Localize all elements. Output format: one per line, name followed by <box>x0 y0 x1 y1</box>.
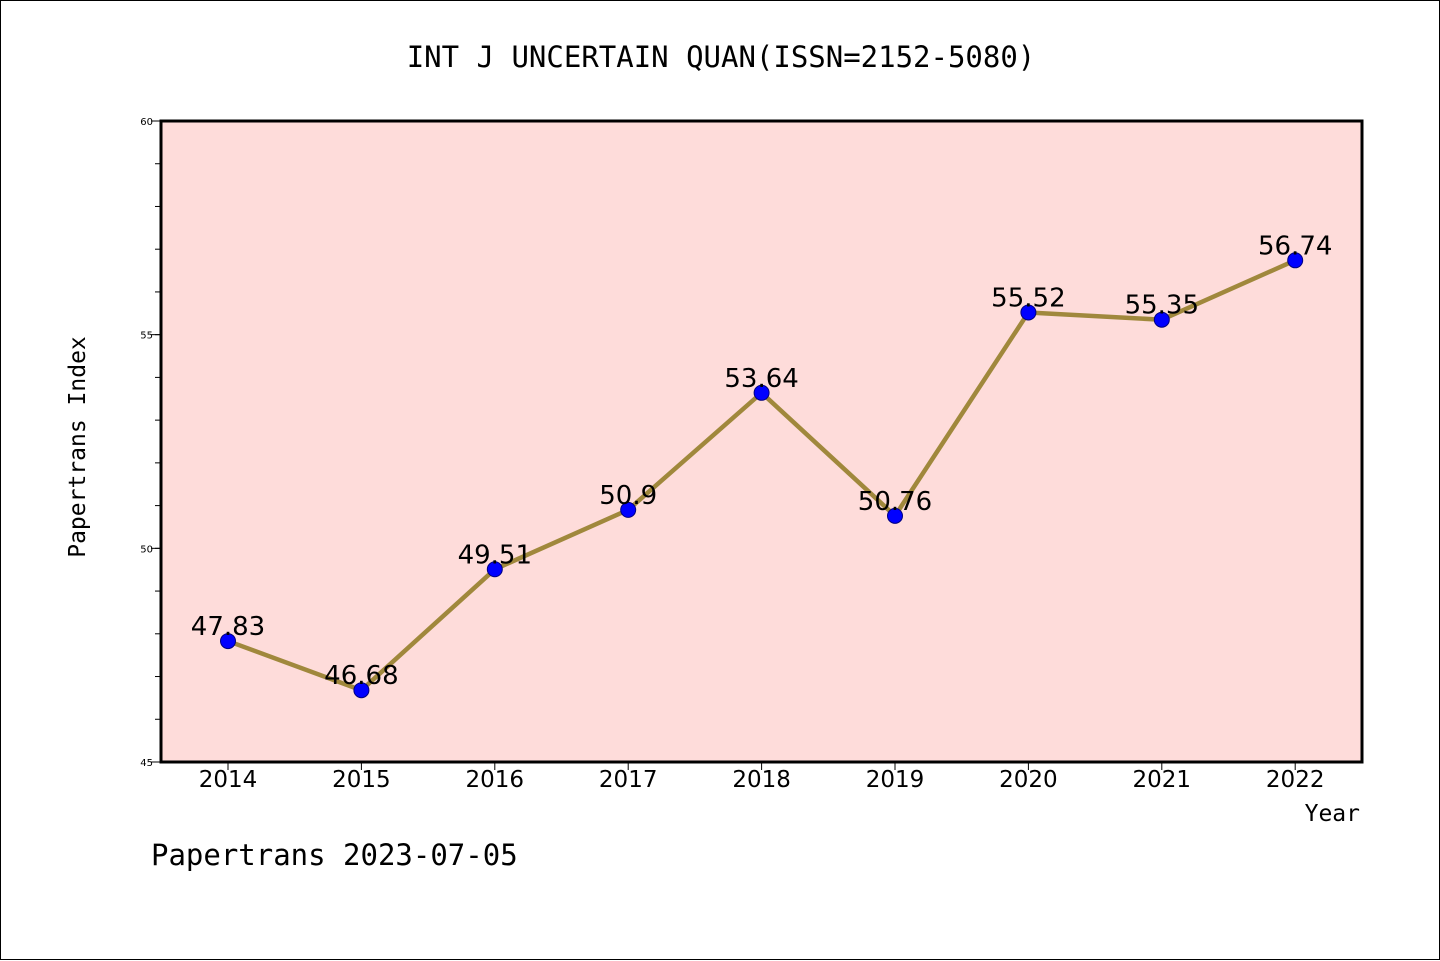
x-axis-ticks: 2014 2015 2016 2017 2018 2019 2020 2021 2022 <box>199 762 1325 793</box>
data-label: 50.9 <box>599 481 657 511</box>
y-tick-label: 60 <box>140 117 153 128</box>
data-label: 55.52 <box>991 283 1065 313</box>
x-axis-label: Year <box>1305 801 1360 827</box>
data-point <box>620 501 637 518</box>
data-point <box>1020 304 1037 321</box>
y-tick-label: 50 <box>140 544 153 555</box>
data-point <box>1287 252 1304 269</box>
data-point <box>220 633 236 650</box>
data-point <box>753 384 770 401</box>
footer-date-stamp: Papertrans 2023-07-05 <box>151 838 518 872</box>
plot-border <box>159 119 1364 764</box>
data-label: 47.83 <box>191 612 265 642</box>
x-tick-label: 2021 <box>1133 767 1192 793</box>
data-label: 49.51 <box>458 540 532 570</box>
data-label: 53.64 <box>724 364 798 394</box>
x-tick-label: 2014 <box>199 767 258 793</box>
chart-title: INT J UNCERTAIN QUAN(ISSN=2152-5080) <box>407 40 1036 74</box>
x-tick-label: 2020 <box>999 767 1058 793</box>
x-tick-label: 2018 <box>732 767 791 793</box>
y-tick-label: 55 <box>140 331 153 342</box>
plot-area <box>161 121 1362 762</box>
x-tick-label: 2015 <box>332 767 391 793</box>
y-axis-ticks: 45 50 55 60 <box>140 117 161 769</box>
data-label: 56.74 <box>1258 231 1332 261</box>
data-point <box>486 561 503 578</box>
x-tick-label: 2017 <box>599 767 658 793</box>
data-label: 50.76 <box>858 487 932 517</box>
data-point <box>887 507 903 524</box>
data-labels: 47.83 46.68 49.51 50.9 53.64 50.76 55.52 55.35 5… <box>191 231 1333 691</box>
data-label: 55.35 <box>1125 291 1199 321</box>
x-tick-label: 2019 <box>866 767 925 793</box>
y-tick-label: 45 <box>140 758 153 769</box>
series-markers <box>220 252 1304 699</box>
data-point <box>1153 311 1170 328</box>
y-axis-label: Papertrans Index <box>65 336 91 558</box>
x-tick-label: 2016 <box>466 767 525 793</box>
data-label: 46.68 <box>324 661 398 691</box>
data-point <box>353 682 370 699</box>
x-tick-label: 2022 <box>1266 767 1325 793</box>
